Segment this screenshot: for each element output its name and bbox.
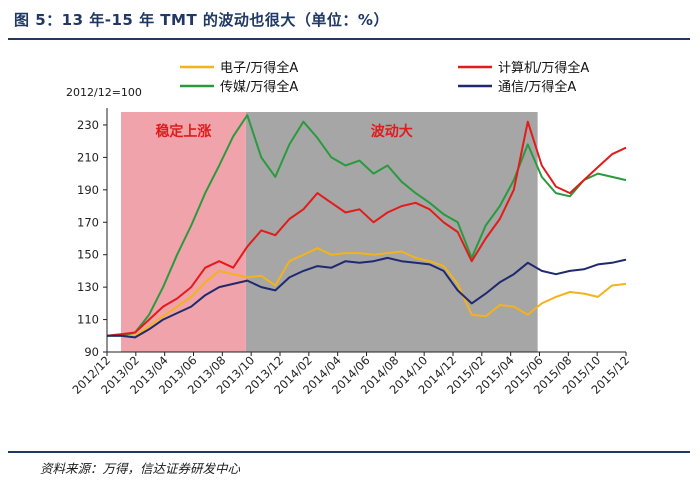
y-tick-label: 110: [77, 313, 99, 327]
region-2-label: 波动大: [371, 123, 413, 140]
y-tick-label: 170: [77, 215, 99, 229]
figure-title: 图 5：13 年-15 年 TMT 的波动也很大（单位：%）: [14, 11, 389, 29]
y-tick-label: 230: [77, 118, 99, 132]
legend-label-1: 电子/万得全A: [220, 60, 298, 76]
region-2-band: [245, 112, 538, 352]
legend-label-4: 通信/万得全A: [498, 79, 576, 95]
source-divider: [8, 451, 690, 453]
region-1-label: 稳定上涨: [155, 123, 211, 140]
legend-label-2: 计算机/万得全A: [498, 60, 589, 76]
shaded-regions: 稳定上涨 波动大: [121, 112, 538, 352]
index-note: 2012/12=100: [66, 86, 142, 99]
series-line-1: [106, 247, 627, 337]
title-divider: [8, 38, 690, 40]
y-tick-label: 210: [77, 150, 99, 164]
y-tick-label: 90: [84, 345, 99, 359]
y-tick-label: 190: [77, 183, 99, 197]
y-tick-label: 130: [77, 280, 99, 294]
source-note: 资料来源：万得，信达证券研发中心: [40, 461, 241, 476]
y-tick-label: 150: [77, 248, 99, 262]
series-line-2: [106, 120, 627, 337]
series-line-4: [107, 256, 627, 339]
series-lines: [106, 114, 627, 339]
legend-label-3: 传媒/万得全A: [220, 79, 298, 95]
legend: 电子/万得全A 计算机/万得全A 传媒/万得全A 通信/万得全A: [180, 60, 589, 95]
series-line-3: [107, 114, 627, 337]
